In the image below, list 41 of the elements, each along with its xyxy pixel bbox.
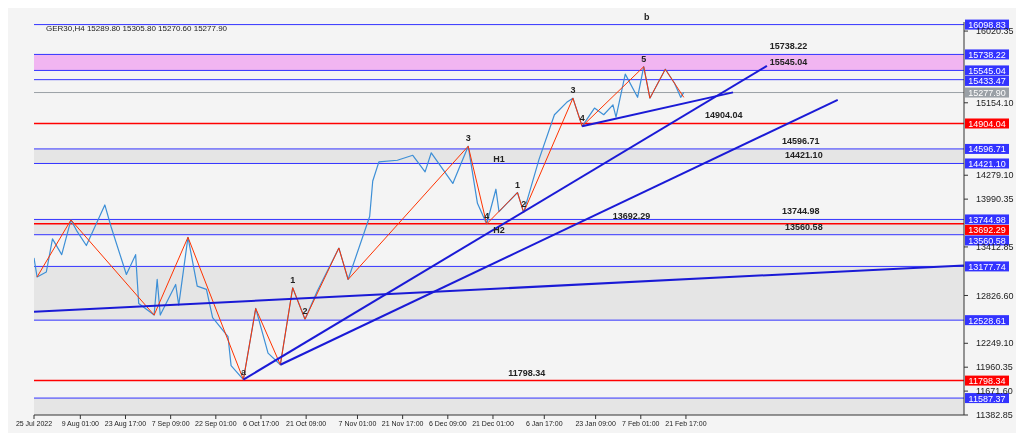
annotation: 14421.10 <box>785 150 823 161</box>
ref-line-label: 15738.22 <box>968 49 1006 60</box>
y-tick-label: 11960.35 <box>976 362 1013 373</box>
ref-line-label: 15545.04 <box>968 65 1006 76</box>
annotation: 13744.98 <box>782 206 820 217</box>
annotation: 1 <box>290 274 296 285</box>
annotation: 11798.34 <box>508 367 546 378</box>
annotation: 14904.04 <box>705 110 743 121</box>
band-label: H1 <box>493 154 505 165</box>
y-tick-label: 12826.60 <box>976 290 1014 301</box>
ref-line-label: 13177.74 <box>968 261 1006 272</box>
y-tick-label: 12249.10 <box>976 338 1014 349</box>
ref-line-label: 13744.98 <box>968 214 1006 225</box>
band-label: H2 <box>493 225 505 236</box>
ref-line-label: 12528.61 <box>968 315 1006 326</box>
annotation: 1 <box>514 179 520 190</box>
chart-title: GER30,H4 15289.80 15305.80 15270.60 15277.90 <box>46 24 228 33</box>
ref-line-label: 15277.90 <box>968 88 1006 99</box>
ref-line-label: 13692.29 <box>968 225 1006 236</box>
annotation: 15738.22 <box>769 41 808 52</box>
ref-line-label: 14596.71 <box>968 144 1006 155</box>
annotation: 2 <box>302 306 308 317</box>
y-tick-label: 13990.35 <box>976 194 1014 205</box>
y-tick-label: 15154.10 <box>976 97 1014 108</box>
annotation: 4 <box>579 113 585 124</box>
annotation: b <box>644 11 651 22</box>
y-tick-label: 11382.85 <box>976 410 1013 421</box>
annotation: 15545.04 <box>769 57 808 68</box>
annotation: 3 <box>570 85 576 96</box>
ref-line-label: 14904.04 <box>968 118 1006 129</box>
annotation: 14596.71 <box>782 135 820 146</box>
annotation: 2 <box>521 199 527 210</box>
ref-line-label: 11587.37 <box>968 393 1006 404</box>
annotation: 5 <box>641 53 647 64</box>
annotation: a <box>240 366 247 377</box>
annotation: 3 <box>465 133 471 144</box>
ref-line-label: 14421.10 <box>968 158 1006 169</box>
y-tick-label: 14279.10 <box>976 170 1014 181</box>
annotation: 13692.29 <box>612 210 651 221</box>
ref-line-label: 15433.47 <box>968 76 1006 87</box>
ref-line-label: 11798.34 <box>968 376 1006 387</box>
